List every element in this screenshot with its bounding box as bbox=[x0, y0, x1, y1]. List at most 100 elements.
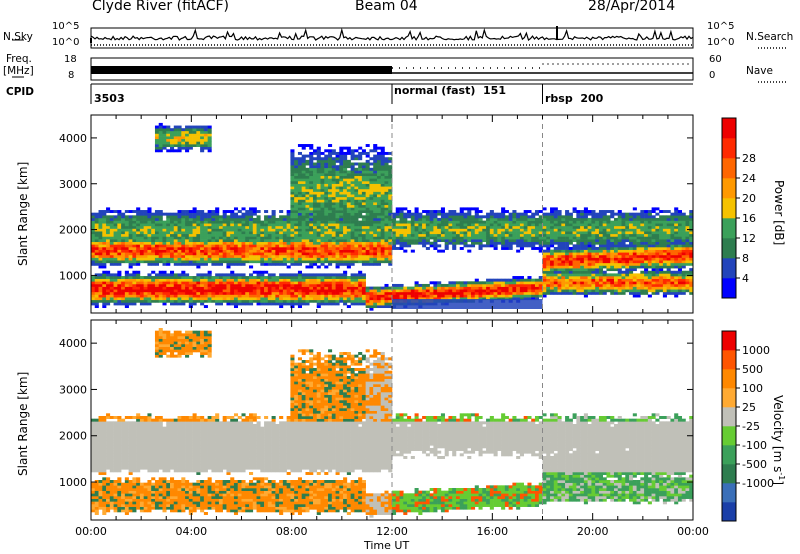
power-cell bbox=[316, 151, 321, 155]
power-cell bbox=[91, 223, 96, 227]
power-cell bbox=[91, 225, 96, 229]
power-cell bbox=[602, 291, 607, 295]
power-cell bbox=[309, 183, 314, 187]
power-cell bbox=[128, 294, 133, 298]
power-cell bbox=[320, 244, 325, 248]
power-cell bbox=[437, 233, 442, 237]
power-cell bbox=[143, 278, 148, 282]
power-cell bbox=[136, 244, 141, 248]
power-cell bbox=[305, 276, 310, 279]
power-cell bbox=[158, 233, 163, 237]
power-cell bbox=[286, 286, 291, 290]
power-cell bbox=[203, 233, 208, 237]
power-cell bbox=[587, 236, 592, 240]
power-cell bbox=[572, 273, 577, 277]
power-cell bbox=[290, 228, 295, 232]
power-cell bbox=[489, 241, 494, 245]
power-cell bbox=[113, 252, 118, 256]
power-cell bbox=[271, 239, 276, 243]
power-cell bbox=[440, 207, 445, 211]
power-cell bbox=[388, 302, 393, 306]
power-cell bbox=[309, 154, 314, 158]
power-cell bbox=[625, 289, 630, 293]
power-cell bbox=[354, 236, 359, 240]
power-cell bbox=[233, 283, 239, 287]
power-cell bbox=[425, 223, 430, 227]
power-cell bbox=[553, 236, 558, 240]
power-cell bbox=[249, 241, 254, 245]
power-cell bbox=[121, 217, 126, 221]
power-cell bbox=[316, 154, 321, 158]
power-cell bbox=[245, 210, 250, 213]
power-cell bbox=[309, 210, 314, 213]
power-cell bbox=[561, 215, 566, 219]
power-cell bbox=[369, 247, 374, 250]
power-cell bbox=[162, 146, 167, 150]
power-cell bbox=[128, 286, 133, 290]
power-cell bbox=[316, 239, 321, 243]
power-cell bbox=[192, 215, 197, 219]
power-cell bbox=[425, 247, 430, 250]
power-cell bbox=[501, 223, 506, 227]
power-cell bbox=[565, 252, 570, 256]
power-cell bbox=[373, 146, 378, 150]
power-cell bbox=[162, 276, 167, 279]
power-cell bbox=[369, 212, 374, 216]
power-cell bbox=[297, 217, 302, 221]
power-cell bbox=[629, 249, 634, 253]
power-cell bbox=[343, 154, 348, 158]
power-cell bbox=[271, 286, 276, 290]
power-cell bbox=[181, 283, 186, 287]
power-cell bbox=[196, 141, 201, 145]
power-cell bbox=[576, 270, 581, 274]
power-cell bbox=[256, 252, 261, 256]
power-cell bbox=[388, 249, 393, 253]
power-cell bbox=[354, 167, 359, 171]
power-cell bbox=[173, 220, 178, 224]
power-cell bbox=[264, 215, 269, 219]
power-cell bbox=[587, 270, 592, 274]
power-cell bbox=[422, 297, 427, 301]
power-cell bbox=[177, 249, 182, 253]
power-cell bbox=[301, 204, 306, 208]
power-cell bbox=[350, 210, 355, 213]
power-cell bbox=[343, 202, 348, 206]
power-cell bbox=[158, 225, 163, 229]
power-cell bbox=[309, 247, 314, 250]
power-cell bbox=[519, 236, 524, 240]
power-cell bbox=[519, 220, 524, 224]
power-cell bbox=[433, 228, 438, 232]
power-cell bbox=[245, 228, 250, 232]
power-cell bbox=[185, 130, 190, 134]
freq-left-top: 18 bbox=[64, 54, 77, 65]
power-cell bbox=[538, 228, 543, 232]
power-cell bbox=[358, 225, 363, 229]
power-cell bbox=[621, 265, 626, 269]
power-cell bbox=[339, 173, 344, 177]
power-cell bbox=[106, 291, 111, 295]
power-cell bbox=[493, 294, 498, 298]
power-cell bbox=[203, 236, 208, 240]
power-cell bbox=[568, 223, 573, 227]
power-cell bbox=[264, 228, 269, 232]
power-cell bbox=[128, 302, 133, 306]
power-cell bbox=[610, 265, 615, 269]
power-cell bbox=[286, 281, 291, 285]
power-cell bbox=[192, 133, 197, 137]
power-cell bbox=[583, 212, 588, 216]
power-cell bbox=[309, 297, 314, 301]
power-cell bbox=[474, 291, 479, 295]
power-cell bbox=[166, 291, 171, 295]
power-cell bbox=[538, 247, 543, 250]
power-cell bbox=[369, 307, 374, 311]
power-cell bbox=[320, 299, 325, 303]
power-cell bbox=[264, 217, 269, 221]
power-cell bbox=[301, 276, 306, 279]
power-cell bbox=[264, 233, 269, 237]
power-cell bbox=[211, 244, 216, 248]
power-cell bbox=[350, 244, 355, 248]
power-cell bbox=[328, 278, 333, 282]
power-cell bbox=[286, 273, 291, 277]
power-cell bbox=[192, 228, 197, 232]
power-cell bbox=[132, 220, 137, 224]
